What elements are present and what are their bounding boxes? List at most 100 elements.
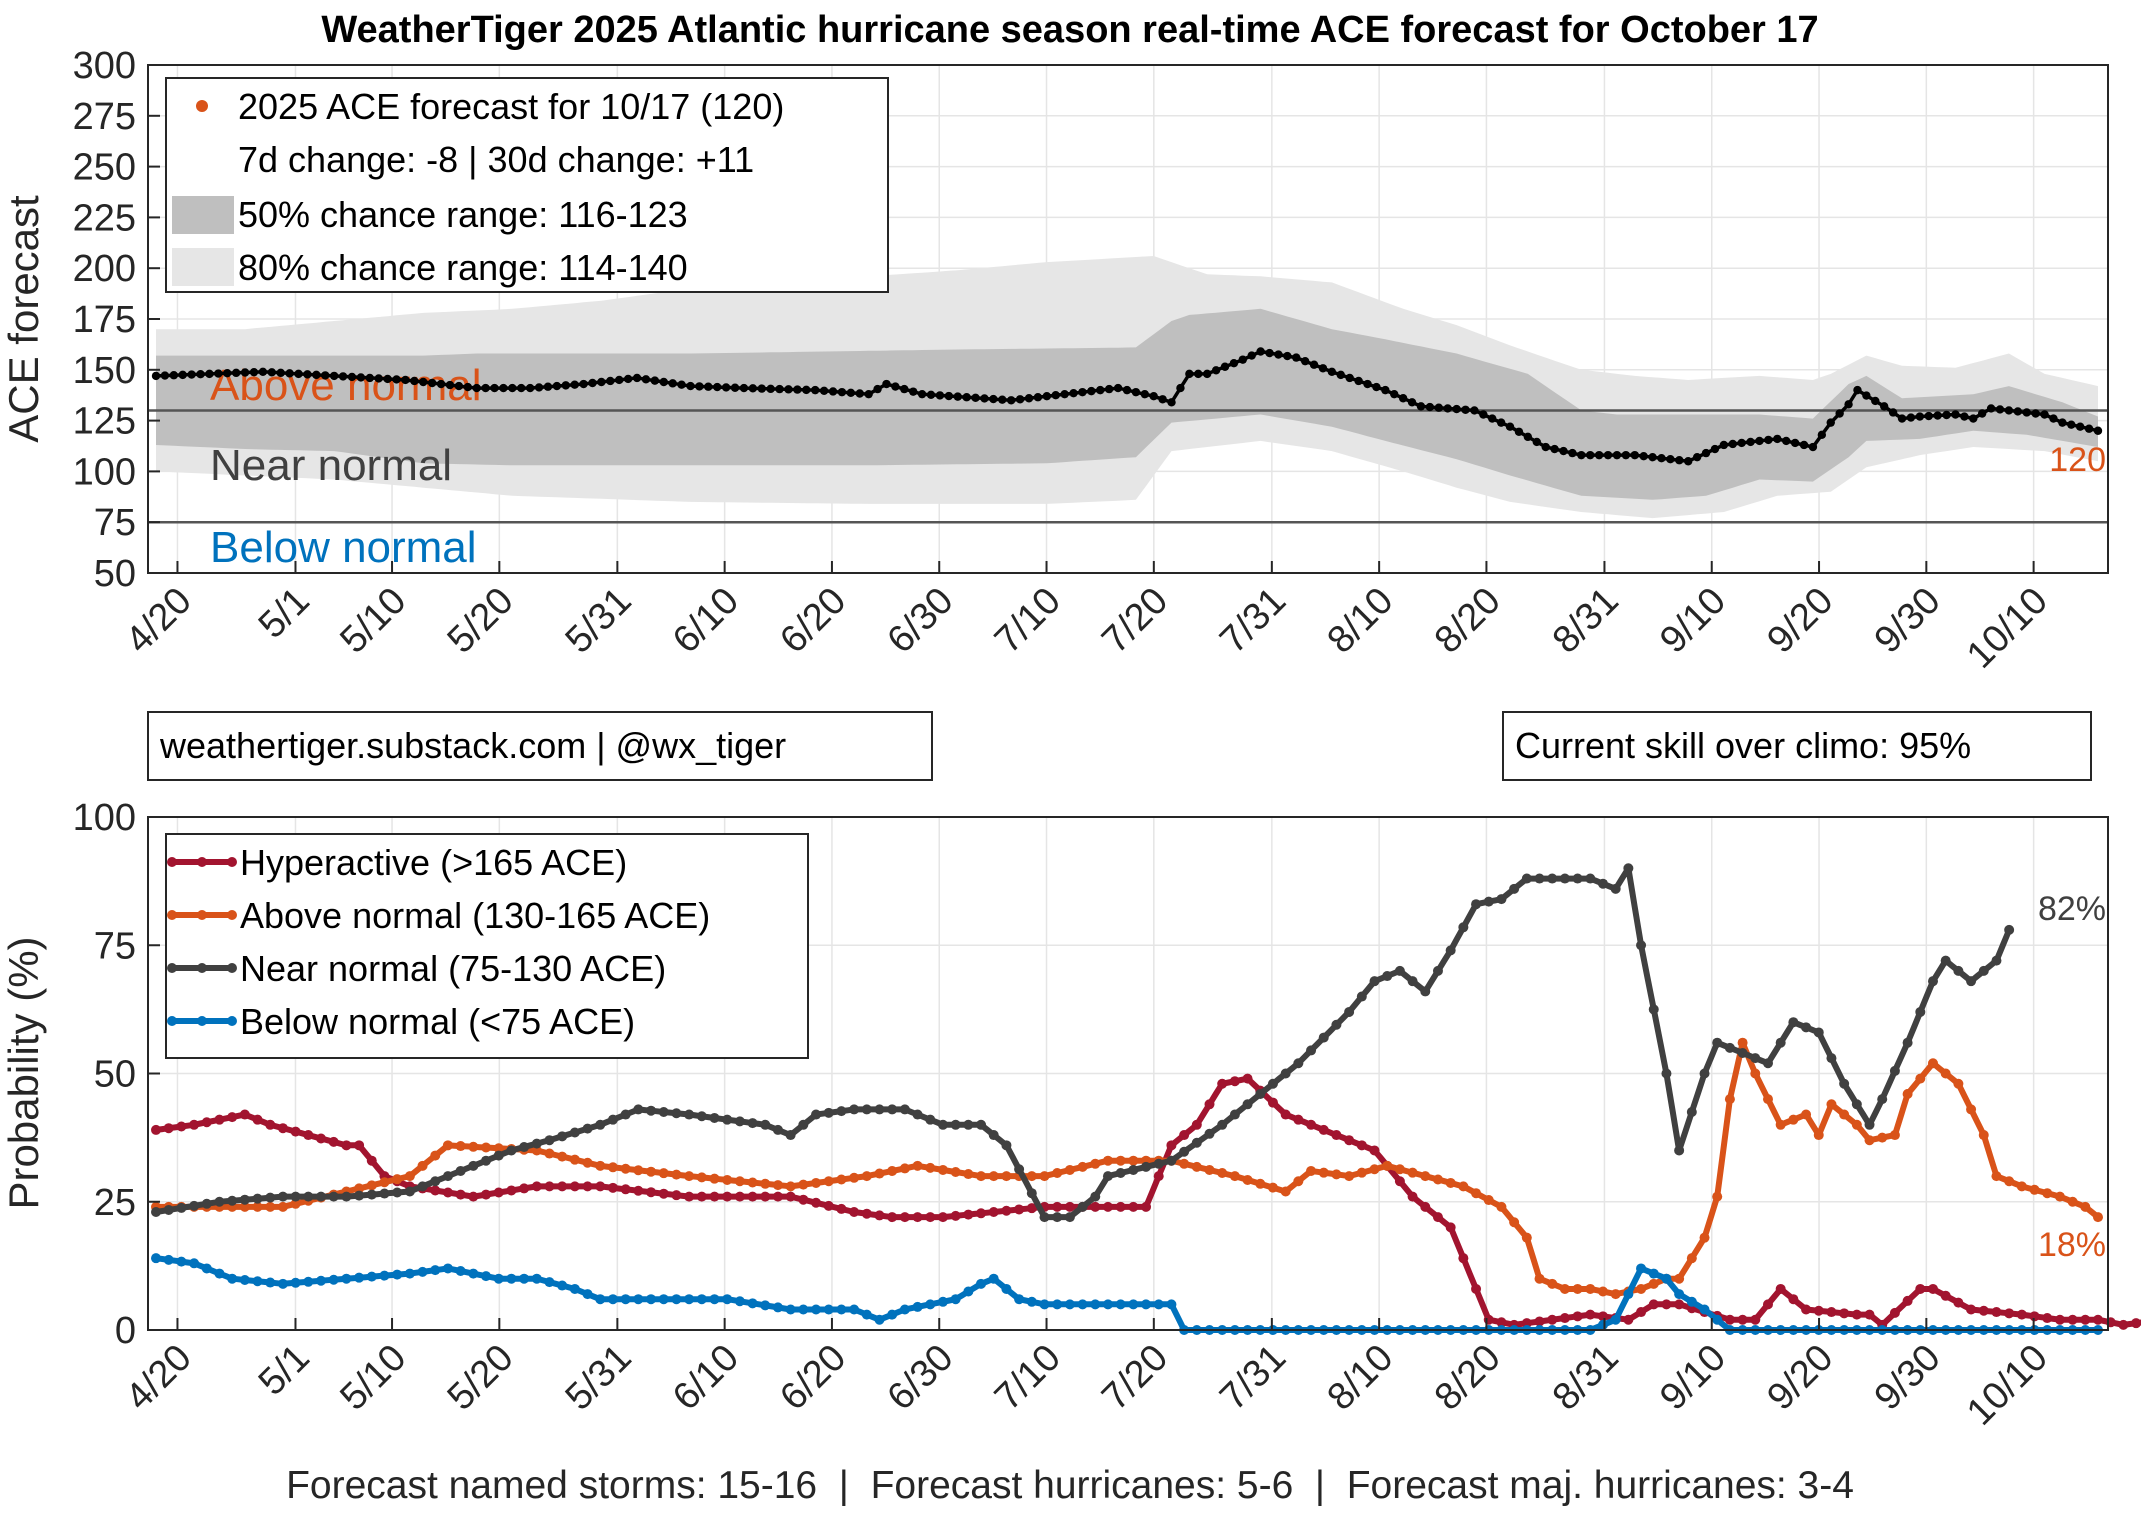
probability-point bbox=[1014, 1294, 1025, 1305]
probability-point bbox=[328, 1274, 339, 1285]
probability-point bbox=[620, 1163, 631, 1174]
probability-point bbox=[1293, 1176, 1304, 1187]
probability-point bbox=[734, 1176, 745, 1187]
ace-median-point bbox=[1710, 444, 1720, 454]
probability-point bbox=[252, 1276, 263, 1287]
probability-point bbox=[1534, 873, 1545, 884]
probability-point bbox=[506, 1145, 517, 1156]
probability-point bbox=[696, 1191, 707, 1202]
ace-median-point bbox=[1078, 387, 1087, 397]
probability-point bbox=[227, 1112, 238, 1123]
probability-point bbox=[1966, 976, 1977, 987]
ace-median-point bbox=[1479, 410, 1488, 419]
probability-point bbox=[265, 1201, 276, 1212]
probability-point bbox=[392, 1174, 403, 1185]
probability-point bbox=[1496, 1317, 1507, 1328]
probability-point bbox=[1204, 1128, 1215, 1139]
probability-point bbox=[2042, 1313, 2053, 1324]
probability-point bbox=[163, 1123, 174, 1134]
probability-point bbox=[798, 1304, 809, 1315]
probability-point bbox=[1458, 1253, 1469, 1264]
ace-median-point bbox=[1995, 405, 2005, 414]
probability-point bbox=[341, 1191, 352, 1202]
ace-median-point bbox=[1568, 448, 1577, 458]
legend-marker-icon bbox=[227, 963, 237, 973]
ace-x-tick-label: 7/31 bbox=[1212, 580, 1294, 662]
probability-point bbox=[1788, 1017, 1799, 1028]
probability-point bbox=[671, 1294, 682, 1305]
probability-point bbox=[252, 1201, 263, 1212]
band-80-swatch-icon bbox=[172, 248, 234, 286]
probability-x-tick-label: 7/10 bbox=[987, 1337, 1069, 1419]
probability-point bbox=[747, 1118, 758, 1129]
ace-x-tick-label: 5/31 bbox=[558, 580, 640, 662]
ace-median-point bbox=[615, 375, 624, 385]
ace-median-point bbox=[1024, 394, 1034, 403]
probability-y-tick-label: 0 bbox=[115, 1310, 136, 1352]
probability-x-tick-label: 5/1 bbox=[251, 1337, 318, 1404]
probability-point bbox=[1394, 965, 1405, 976]
probability-point bbox=[1585, 1283, 1596, 1294]
ace-median-point bbox=[1960, 412, 1969, 421]
probability-point bbox=[442, 1140, 453, 1151]
probability-point bbox=[1369, 976, 1380, 987]
ace-median-point bbox=[1318, 364, 1328, 373]
probability-point bbox=[1801, 1109, 1812, 1120]
probability-point bbox=[1547, 1278, 1558, 1289]
ace-median-point bbox=[187, 370, 196, 379]
probability-point bbox=[379, 1188, 390, 1199]
probability-point bbox=[633, 1294, 644, 1305]
probability-point bbox=[1597, 1286, 1608, 1297]
ace-median-point bbox=[1229, 358, 1239, 368]
ace-median-point bbox=[196, 370, 205, 379]
probability-point bbox=[417, 1181, 428, 1192]
ace-median-point bbox=[276, 368, 285, 378]
ace-median-point bbox=[704, 382, 713, 391]
ace-median-point bbox=[1773, 434, 1782, 444]
probability-point bbox=[1572, 1311, 1583, 1322]
ace-median-point bbox=[338, 372, 348, 381]
ace-median-point bbox=[632, 373, 642, 383]
probability-point bbox=[1534, 1273, 1545, 1284]
ace-median-point bbox=[579, 379, 588, 389]
probability-point bbox=[1039, 1171, 1050, 1182]
probability-point bbox=[1407, 1167, 1418, 1178]
ace-median-point bbox=[659, 377, 668, 387]
probability-point bbox=[582, 1289, 593, 1300]
ace-median-point bbox=[1746, 437, 1755, 447]
probability-point bbox=[658, 1168, 669, 1179]
ace-median-point bbox=[151, 371, 161, 381]
ace-median-point bbox=[917, 389, 927, 399]
probability-point bbox=[2131, 1318, 2141, 1329]
probability-point bbox=[544, 1135, 555, 1146]
probability-point bbox=[277, 1278, 288, 1289]
below-normal-region-label: Below normal bbox=[210, 523, 477, 572]
probability-point bbox=[1356, 991, 1367, 1002]
probability-point bbox=[1306, 1119, 1317, 1130]
probability-point bbox=[366, 1189, 377, 1200]
ace-median-point bbox=[383, 374, 392, 384]
probability-x-tick-label: 9/20 bbox=[1759, 1337, 1841, 1419]
probability-point bbox=[1179, 1146, 1190, 1157]
probability-point bbox=[849, 1104, 860, 1115]
ace-median-point bbox=[1158, 395, 1167, 404]
ace-x-tick-label: 8/31 bbox=[1545, 580, 1627, 662]
probability-point bbox=[1331, 1019, 1342, 1030]
legend-marker-icon bbox=[167, 1016, 177, 1026]
ace-median-point bbox=[1265, 348, 1274, 358]
probability-point bbox=[734, 1191, 745, 1202]
ace-median-point bbox=[1425, 402, 1435, 412]
probability-point bbox=[709, 1112, 720, 1123]
probability-point bbox=[1102, 1155, 1113, 1166]
ace-median-point bbox=[1390, 389, 1399, 399]
probability-point bbox=[1940, 955, 1951, 966]
probability-point bbox=[1851, 1119, 1862, 1130]
probability-point bbox=[1090, 1299, 1101, 1310]
legend-marker-icon bbox=[167, 963, 177, 973]
ace-median-point bbox=[1817, 430, 1827, 440]
ace-median-point bbox=[1523, 432, 1533, 442]
probability-point bbox=[1623, 1314, 1634, 1325]
ace-median-point bbox=[1096, 385, 1105, 395]
ace-median-point bbox=[2022, 408, 2031, 417]
probability-point bbox=[937, 1119, 948, 1130]
